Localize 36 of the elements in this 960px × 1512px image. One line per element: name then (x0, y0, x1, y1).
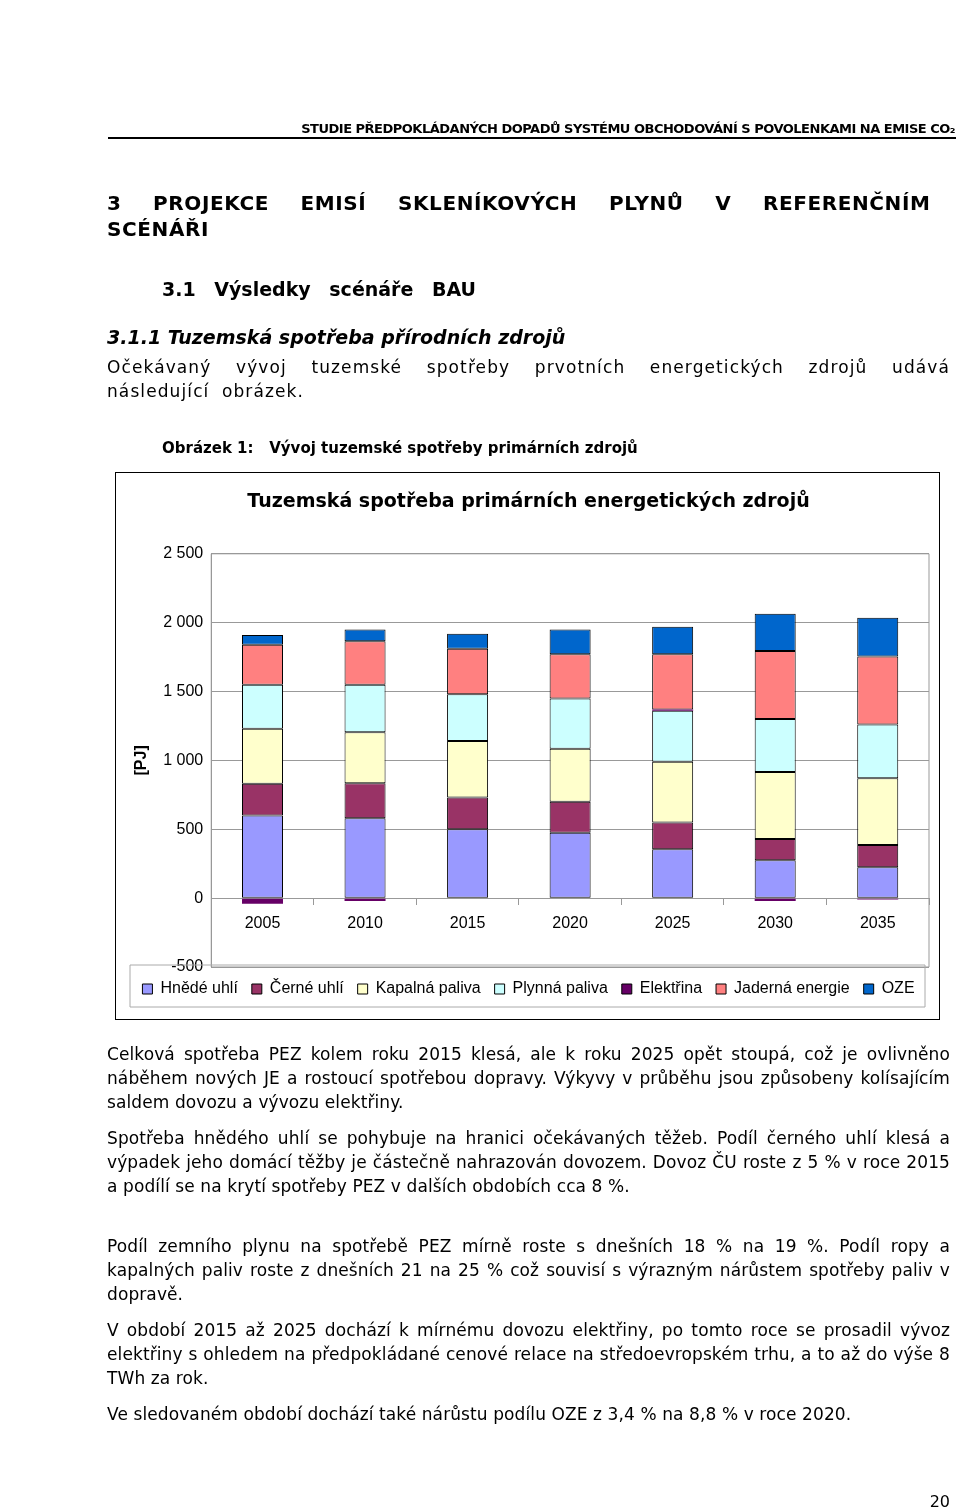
legend-label: Kapalná paliva (375, 979, 481, 997)
text: Očekávaný vývoj tuzemské spotřeby prvotních energetických zdrojů udává následující obrázek. (107, 356, 950, 403)
text: Celková spotřeba PEZ kolem roku 2015 klesá, ale k roku 2025 opět stoupá, což je ovlivněno náběhem nových JE a rostoucí spotřebou dopravy. Výkyvy v průběhu jsou způsobeny kolísajícím saldem dovozu a vývozu elektřiny. (107, 1043, 950, 1114)
y-tick-label: 2 500 (163, 544, 204, 562)
legend-label: OZE (881, 979, 915, 997)
text: 20 (928, 1491, 950, 1512)
y-tick-label: 1 000 (163, 750, 204, 768)
text: Spotřeba hnědého uhlí se pohybuje na hranici očekávaných těžeb. Podíl černého uhlí klesá a výpadek jeho domácí těžby je částečně nahrazován dovozem. Dovoz ČU roste z 5 % v roce 2015 a podílí se na krytí spotřeby PEZ v dalších obdobích cca 8 %. (107, 1127, 950, 1198)
text: STUDIE PŘEDPOKLÁDANÝCH DOPADŮ SYSTÉMU OBCHODOVÁNÍ S POVOLENKAMI NA EMISE CO₂ (300, 120, 955, 138)
y-tick-label: 0 (194, 888, 204, 906)
y-tick-label: 2 000 (163, 613, 204, 631)
text: V období 2015 až 2025 dochází k mírnému dovozu elektřiny, po tomto roce se prosadil vývoz elektřiny s ohledem na předpokládané cenové relace na středoevropském trhu, a to až do výše 8 TWh za rok. (107, 1319, 950, 1390)
legend-label: Elektřina (639, 979, 703, 997)
x-tick-label: 2010 (347, 914, 383, 932)
bar (242, 898, 284, 904)
x-tick-label: 2015 (449, 914, 486, 932)
x-tick-label: 2020 (552, 914, 589, 932)
legend-label: Černé uhlí (269, 978, 345, 997)
y-axis-title: [PJ] (132, 745, 150, 776)
y-tick-label: -500 (171, 957, 204, 975)
text: 3.1.1 Tuzemská spotřeba přírodních zdrojů (107, 325, 567, 349)
legend-label: Plynná paliva (512, 979, 608, 997)
text: Ve sledovaném období dochází také nárůstu podílu OZE z 3,4 % na 8,8 % v roce 2020. (107, 1403, 853, 1426)
x-tick-label: 2005 (244, 914, 281, 932)
text: Podíl zemního plynu na spotřebě PEZ mírně roste s dnešních 18 % na 19 %. Podíl ropy a kapalných paliv roste z dnešních 21 na 25 % což souvisí s výrazným nárůstem spotřeby paliv v dopravě. (107, 1235, 950, 1306)
text: Obrázek 1: Vývoj tuzemské spotřeby primárních zdrojů (162, 438, 639, 459)
x-tick-label: 2035 (859, 914, 896, 932)
legend-label: Hnědé uhlí (160, 979, 239, 997)
y-tick-label: 1 500 (163, 681, 204, 699)
text: 3.1 Výsledky scénáře BAU (162, 277, 477, 301)
text: 3 PROJEKCE EMISÍ SKLENÍKOVÝCH PLYNŮ V REFERENČNÍM SCÉNÁŘI (107, 190, 932, 242)
x-tick-label: 2030 (757, 914, 794, 932)
legend-label: Jaderná energie (734, 979, 850, 997)
x-tick-label: 2025 (654, 914, 691, 932)
chart-title: Tuzemská spotřeba primárních energetických zdrojů (247, 489, 810, 512)
y-tick-label: 500 (176, 819, 204, 837)
